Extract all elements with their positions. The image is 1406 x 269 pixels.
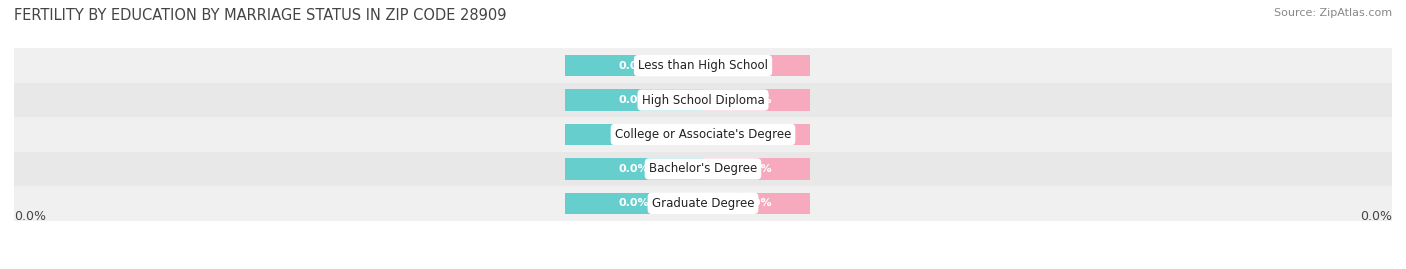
Bar bbox=[703, 55, 810, 76]
Text: Source: ZipAtlas.com: Source: ZipAtlas.com bbox=[1274, 8, 1392, 18]
Bar bbox=[703, 193, 810, 214]
Text: 0.0%: 0.0% bbox=[619, 95, 650, 105]
Text: 0.0%: 0.0% bbox=[14, 210, 46, 223]
Bar bbox=[565, 124, 703, 145]
Bar bbox=[565, 89, 703, 111]
Text: Bachelor's Degree: Bachelor's Degree bbox=[650, 162, 756, 175]
Bar bbox=[14, 117, 1392, 152]
Text: 0.0%: 0.0% bbox=[619, 164, 650, 174]
Text: 0.0%: 0.0% bbox=[741, 129, 772, 140]
Bar bbox=[703, 89, 810, 111]
Text: Graduate Degree: Graduate Degree bbox=[652, 197, 754, 210]
Text: 0.0%: 0.0% bbox=[741, 61, 772, 71]
Bar bbox=[703, 158, 810, 180]
Bar bbox=[14, 83, 1392, 117]
Text: 0.0%: 0.0% bbox=[741, 198, 772, 208]
Bar bbox=[565, 193, 703, 214]
Bar bbox=[703, 124, 810, 145]
Text: 0.0%: 0.0% bbox=[1360, 210, 1392, 223]
Text: 0.0%: 0.0% bbox=[619, 61, 650, 71]
Text: College or Associate's Degree: College or Associate's Degree bbox=[614, 128, 792, 141]
Bar bbox=[565, 158, 703, 180]
Text: 0.0%: 0.0% bbox=[741, 95, 772, 105]
Bar bbox=[14, 48, 1392, 83]
Bar bbox=[14, 152, 1392, 186]
Bar bbox=[565, 55, 703, 76]
Text: 0.0%: 0.0% bbox=[619, 129, 650, 140]
Text: FERTILITY BY EDUCATION BY MARRIAGE STATUS IN ZIP CODE 28909: FERTILITY BY EDUCATION BY MARRIAGE STATU… bbox=[14, 8, 506, 23]
Text: High School Diploma: High School Diploma bbox=[641, 94, 765, 107]
Text: 0.0%: 0.0% bbox=[741, 164, 772, 174]
Bar bbox=[14, 186, 1392, 221]
Text: 0.0%: 0.0% bbox=[619, 198, 650, 208]
Text: Less than High School: Less than High School bbox=[638, 59, 768, 72]
